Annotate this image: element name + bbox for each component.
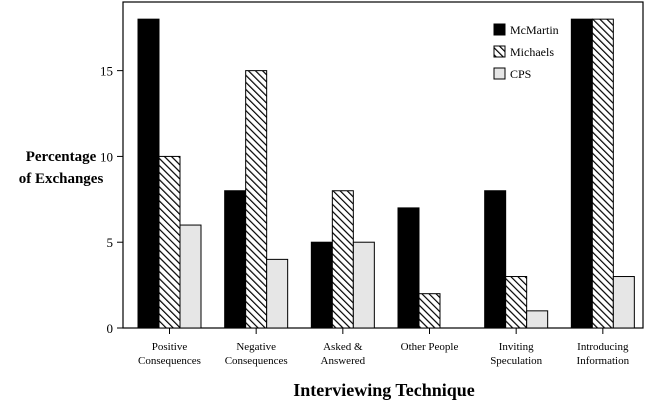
category-label: Asked & [323,341,363,353]
bar-cps [179,224,202,329]
y-axis-title: Percentage of Exchanges [4,146,118,190]
category-label: Positive [152,341,188,353]
category-label: Consequences [138,355,201,367]
y-axis-title-line1: Percentage [25,149,97,165]
bar-mcmartin [310,241,333,329]
bar-cps [526,310,549,329]
bar-michaels [158,155,181,329]
plot-frame [122,1,644,329]
legend-swatch-mcmartin [493,23,506,36]
legend-label-mcmartin: McMartin [510,23,559,37]
bar-mcmartin [484,190,507,329]
bar-michaels [505,276,528,329]
legend-label-cps: CPS [510,67,531,81]
bar-michaels [331,190,354,329]
bar-cps [266,258,289,329]
bar-chart: 0 5 10 15 Positive Consequences Negative Conseq… [100,1,644,367]
x-axis-title: Interviewing Technique [293,380,475,400]
category-label: Answered [321,355,366,367]
legend-label-michaels: Michaels [510,45,554,59]
category-label: Introducing [577,341,629,353]
bar-michaels [245,70,268,329]
y-tick-label: 15 [100,64,113,79]
category-label: Other People [401,341,459,353]
bar-cps [352,241,375,329]
category-label: Speculation [490,355,542,367]
bar-mcmartin [397,207,420,329]
category-label: Information [577,355,630,367]
bar-mcmartin [224,190,247,329]
bar-michaels [418,293,441,329]
bar-michaels [591,18,614,329]
y-tick-label: 10 [100,149,113,164]
legend-swatch-cps [493,67,506,80]
y-tick-label: 5 [107,235,114,250]
bar-cps [612,276,635,329]
y-tick-label: 0 [107,321,114,336]
bar-mcmartin [570,18,593,329]
category-label: Negative [236,341,276,353]
category-label: Inviting [499,341,534,353]
y-axis-title-line2: of Exchanges [18,171,104,187]
legend-swatch-michaels [493,45,506,58]
bar-mcmartin [137,18,160,329]
category-label: Consequences [225,355,288,367]
